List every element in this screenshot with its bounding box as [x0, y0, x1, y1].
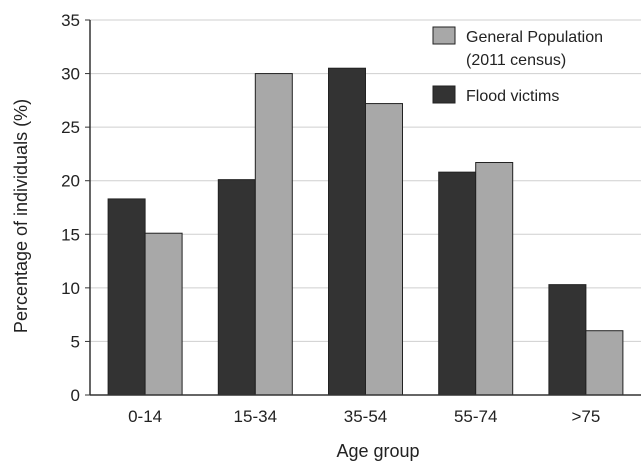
- y-tick-label: 20: [61, 172, 80, 191]
- y-tick-labels: 0 5 10 15 20 25 30 35: [61, 11, 80, 405]
- bar-flood-victims-0: [107, 198, 146, 396]
- bar-general-population-2: [365, 103, 403, 396]
- legend-label: General Population: [466, 29, 603, 46]
- bar-general-population-0: [144, 232, 183, 396]
- x-tick-label: 55-74: [454, 407, 497, 426]
- legend-label: Flood victims: [466, 88, 559, 105]
- x-tick-label: 0-14: [128, 407, 162, 426]
- bar-general-population-1: [254, 73, 293, 396]
- y-tick-label: 25: [61, 118, 80, 137]
- legend-swatch: [432, 85, 456, 104]
- axes: [85, 19, 641, 396]
- legend-label: (2011 census): [466, 52, 566, 69]
- bar-general-population-3: [475, 162, 514, 396]
- y-tick-label: 35: [61, 11, 80, 30]
- bar-general-population-4: [585, 330, 624, 396]
- x-tick-label: 35-54: [344, 407, 387, 426]
- y-tick-label: 10: [61, 279, 80, 298]
- y-tick-label: 30: [61, 65, 80, 84]
- bar-flood-victims-3: [438, 171, 477, 396]
- x-tick-label: >75: [571, 407, 600, 426]
- y-tick-label: 0: [71, 386, 80, 405]
- y-axis-label: Percentage of individuals (%): [11, 99, 31, 333]
- x-tick-label: 15-34: [234, 407, 277, 426]
- x-axis-label: Age group: [336, 441, 419, 461]
- bars: [107, 67, 624, 396]
- bar-flood-victims-2: [328, 67, 366, 396]
- legend: General Population (2011 census) Flood vic…: [432, 26, 603, 105]
- bar-flood-victims-1: [217, 179, 256, 396]
- bar-flood-victims-4: [548, 284, 587, 396]
- x-tick-labels: 0-14 15-34 35-54 55-74 >75: [128, 407, 600, 426]
- legend-swatch: [432, 26, 456, 45]
- y-tick-label: 15: [61, 225, 80, 244]
- y-tick-label: 5: [71, 332, 80, 351]
